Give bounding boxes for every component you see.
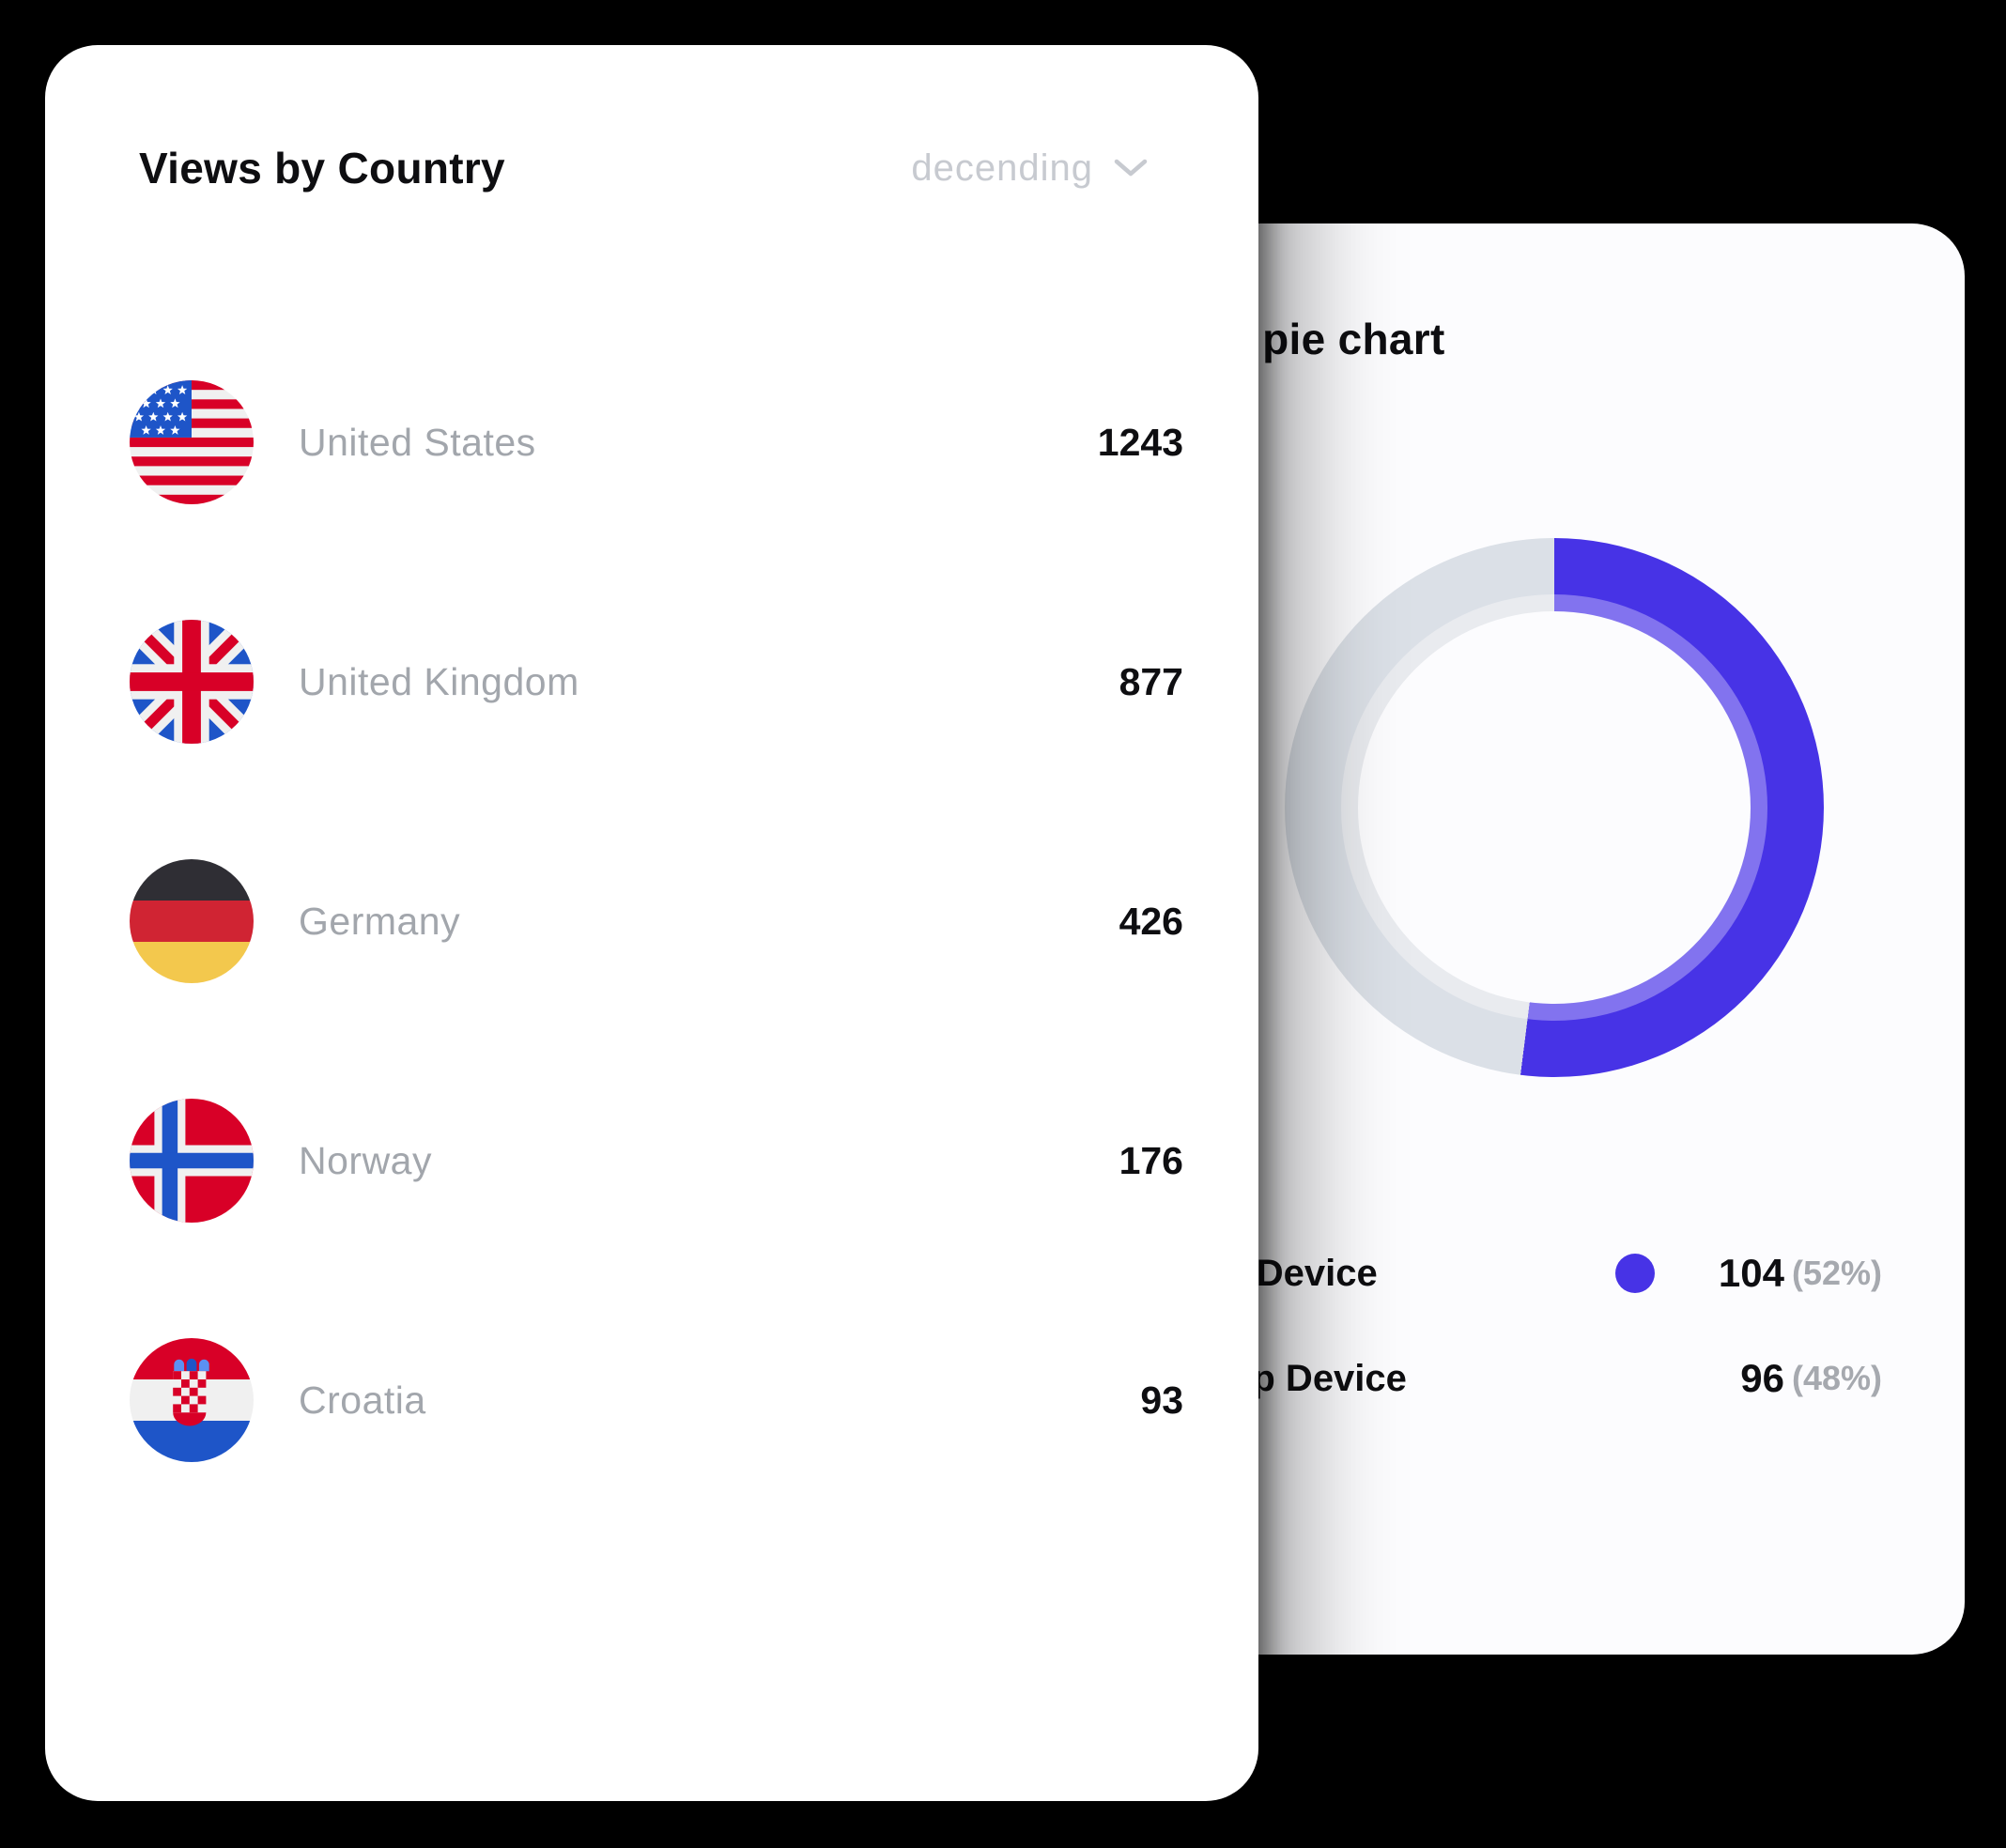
country-name: Germany bbox=[299, 899, 461, 943]
views-donut-chart bbox=[1285, 538, 1824, 1077]
country-views: 877 bbox=[1119, 659, 1183, 703]
country-views: 93 bbox=[1140, 1378, 1183, 1422]
mobile-legend-dot-icon bbox=[1615, 1254, 1655, 1293]
country-list: United States 1243 United Kingd bbox=[45, 380, 1258, 1462]
legend-percent: (52%) bbox=[1792, 1254, 1883, 1292]
country-row-germany: Germany 426 bbox=[130, 859, 1183, 983]
country-name: United Kingdom bbox=[299, 659, 579, 703]
country-row-croatia: Croatia 93 bbox=[130, 1338, 1183, 1462]
country-name: United States bbox=[299, 420, 536, 464]
germany-flag-icon bbox=[130, 859, 254, 983]
norway-flag-icon bbox=[130, 1099, 254, 1223]
country-row-united-kingdom: United Kingdom 877 bbox=[130, 620, 1183, 744]
country-views: 1243 bbox=[1097, 420, 1183, 464]
country-row-norway: Norway 176 bbox=[130, 1099, 1183, 1223]
country-views: 176 bbox=[1119, 1138, 1183, 1182]
country-name: Croatia bbox=[299, 1378, 426, 1422]
views-by-country-card: Views by Country decending bbox=[45, 45, 1258, 1801]
legend-value: 96 bbox=[1740, 1356, 1784, 1400]
country-card-header: Views by Country decending bbox=[45, 45, 1258, 193]
legend-percent: (48%) bbox=[1792, 1359, 1883, 1397]
country-card-title: Views by Country bbox=[139, 144, 505, 192]
chevron-down-icon bbox=[1114, 159, 1148, 177]
croatia-flag-icon bbox=[130, 1338, 254, 1462]
sort-dropdown-label: decending bbox=[911, 146, 1093, 189]
uk-flag-icon bbox=[130, 620, 254, 744]
us-flag-icon bbox=[130, 380, 254, 504]
sort-dropdown[interactable]: decending bbox=[911, 147, 1148, 190]
country-name: Norway bbox=[299, 1138, 432, 1182]
legend-value: 104 bbox=[1718, 1251, 1784, 1295]
donut-hole bbox=[1358, 611, 1751, 1004]
country-row-united-states: United States 1243 bbox=[130, 380, 1183, 504]
country-views: 426 bbox=[1119, 899, 1183, 943]
